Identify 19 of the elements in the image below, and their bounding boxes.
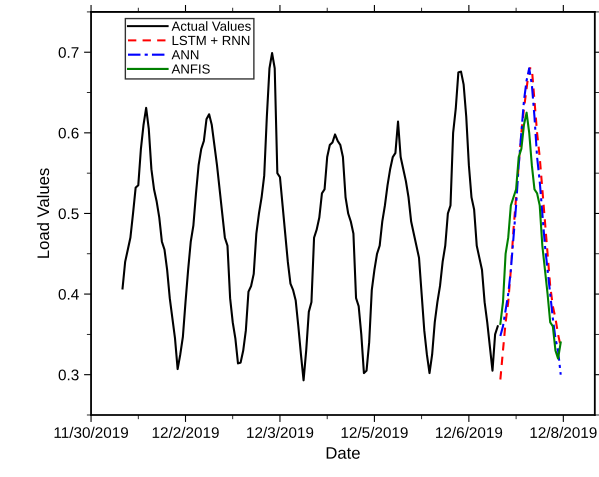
x-axis-title: Date: [326, 447, 360, 459]
x-tick-label: 12/6/2019: [436, 426, 502, 438]
x-tick-label: 12/3/2019: [247, 426, 314, 438]
x-tick-label: 11/30/2019: [54, 426, 128, 438]
line-series: [121, 52, 499, 382]
legend-label: ANFIS: [172, 64, 210, 74]
y-tick-label: 0.4: [58, 288, 79, 300]
x-tick-label: 12/2/2019: [152, 426, 219, 438]
x-tick-label: 12/5/2019: [342, 426, 408, 438]
y-axis-title: Load Values: [36, 168, 50, 258]
legend-label: LSTM + RNN: [172, 36, 250, 46]
legend-label: ANN: [172, 50, 198, 60]
x-tick-label: 12/8/2019: [530, 426, 597, 438]
line-series: [499, 112, 562, 360]
y-tick-label: 0.5: [58, 208, 79, 220]
y-tick-label: 0.7: [58, 47, 78, 58]
y-tick-label: 0.3: [58, 370, 79, 380]
legend-label: Actual Values: [172, 21, 251, 31]
y-tick-label: 0.6: [58, 128, 79, 139]
